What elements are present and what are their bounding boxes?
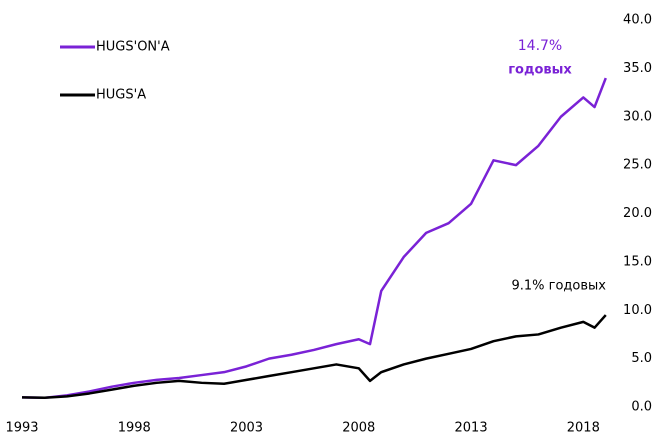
- legend-label: HUGS'A: [96, 88, 146, 103]
- series-line: [21, 314, 607, 400]
- series-line: [21, 77, 607, 400]
- x-tick-label: 2018: [567, 421, 600, 436]
- x-tick-label: 2008: [342, 421, 375, 436]
- x-tick-label: 2003: [230, 421, 263, 436]
- x-tick-label: 2013: [455, 421, 488, 436]
- y-tick-label: 15.0: [623, 254, 652, 269]
- y-tick-label: 5.0: [631, 351, 652, 366]
- y-tick-label: 0.0: [631, 400, 652, 415]
- y-tick-label: 20.0: [623, 206, 652, 221]
- y-tick-label: 30.0: [623, 109, 652, 124]
- y-tick-label: 25.0: [623, 158, 652, 173]
- annotation: 9.1% годовых: [511, 279, 606, 294]
- y-tick-label: 35.0: [623, 61, 652, 76]
- x-tick-label: 1993: [5, 421, 38, 436]
- annotation: 14.7%: [518, 38, 562, 54]
- y-tick-label: 40.0: [623, 13, 652, 28]
- y-tick-label: 10.0: [623, 303, 652, 318]
- x-tick-label: 1998: [118, 421, 151, 436]
- legend-label: HUGS'ON'A: [96, 40, 170, 55]
- annotation: годовых: [508, 63, 572, 78]
